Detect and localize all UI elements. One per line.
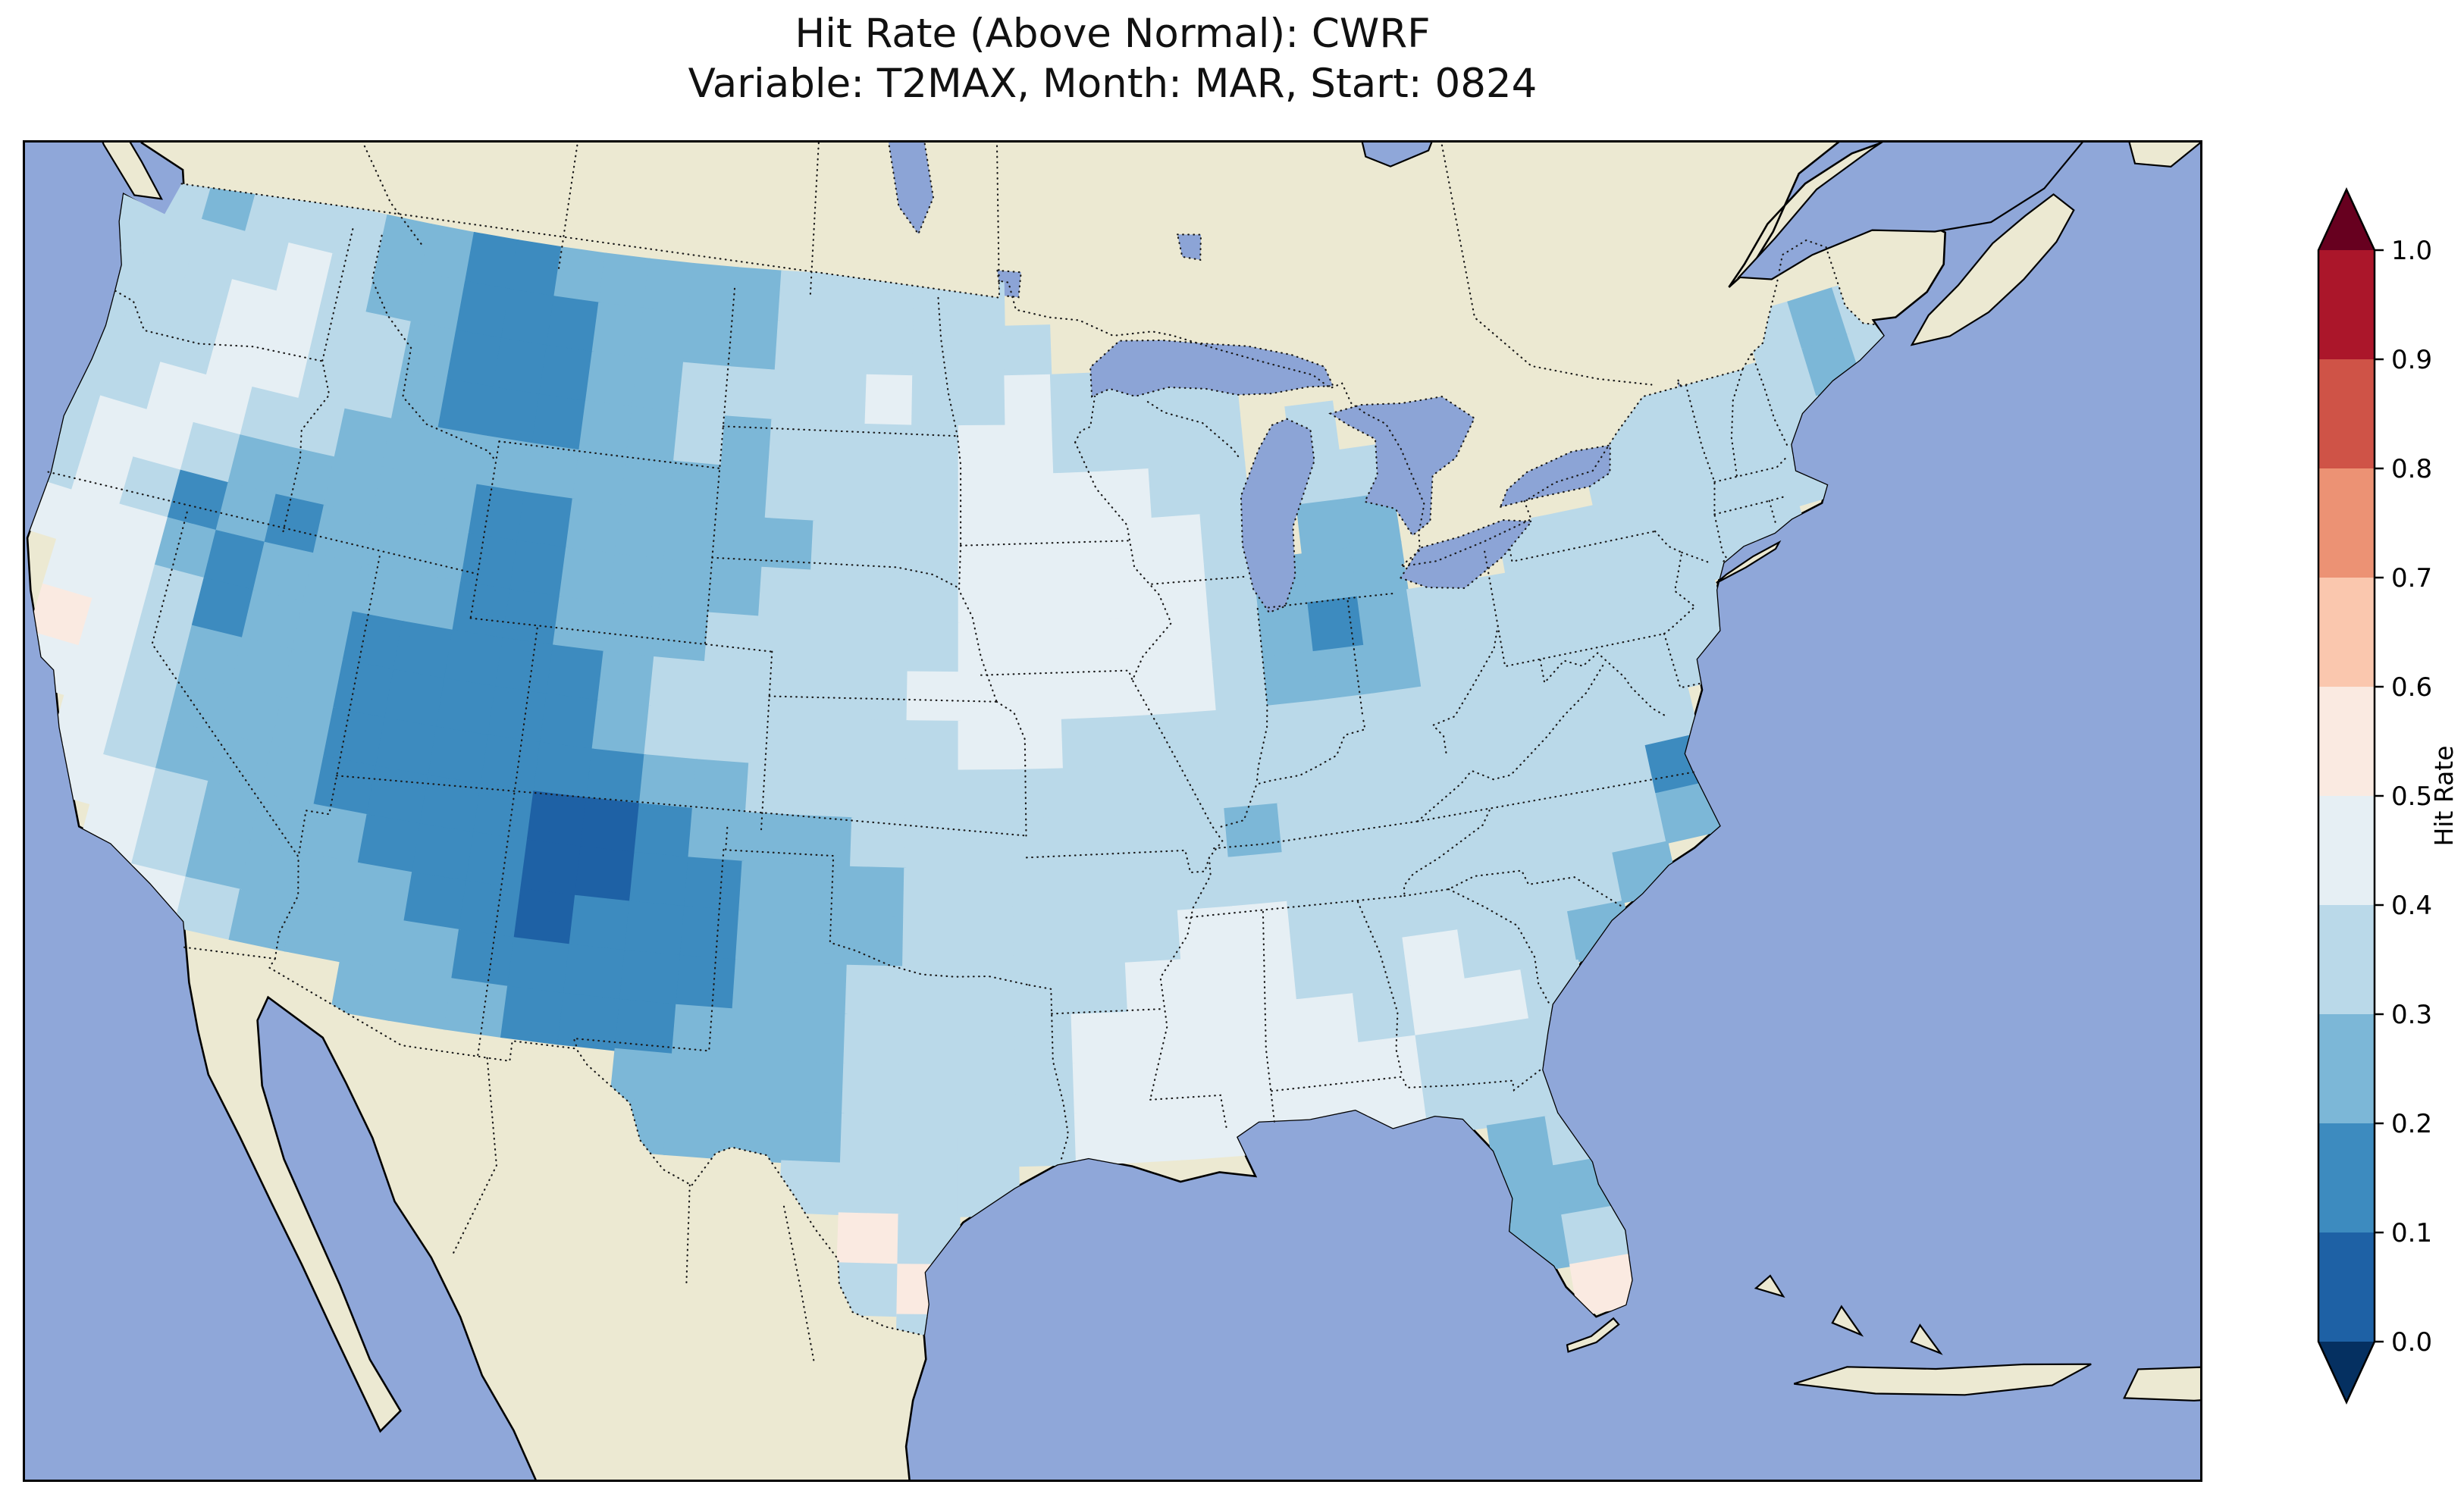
country-borders [180,183,1876,1336]
island [1716,540,1782,584]
great-lakes [1089,339,1611,614]
island [1831,1305,1864,1337]
colorbar-segment [2318,1232,2375,1342]
figure-header: Hit Rate (Above Normal): CWRF Variable: … [23,9,2202,109]
colorbar-tick-label: 0.2 [2391,1109,2432,1139]
map-canvas [23,140,2202,1482]
colorbar-segment [2318,250,2375,359]
james-bay [1361,140,1434,168]
colorbar-tick-label: 0.5 [2391,781,2432,812]
colorbar-canvas: 1.0 0.9 0.8 0.7 0.6 0.5 0.4 0.3 0.2 0.1 0.0 Hit Rat… [2317,187,2459,1405]
colorbar-tick-label: 0.3 [2391,1000,2432,1030]
colorbar-over-arrow [2318,189,2375,250]
figure-subtitle: Variable: T2MAX, Month: MAR, Start: 0824 [688,61,1538,107]
island [1793,1363,2092,1396]
colorbar-tick-label: 0.8 [2391,454,2432,484]
gulf-of-st-lawrence [1737,140,2086,280]
colorbar-tick-label: 0.1 [2391,1218,2432,1248]
colorbar-under-arrow [2318,1342,2375,1402]
us-hit-rate-map [23,140,2202,1482]
colorbar-axis-label: Hit Rate [2429,745,2459,846]
island [1910,1323,1943,1355]
hit-rate-grid [27,183,1884,1336]
colorbar-segment [2318,1123,2375,1232]
colorbar-tick-label: 0.4 [2391,891,2432,921]
colorbar-segment [2318,796,2375,905]
colorbar-tick-label: 0.0 [2391,1327,2432,1358]
colorbar-segment [2318,687,2375,796]
colorbar-tick-label: 0.7 [2391,563,2432,594]
colorbar-tick-label: 1.0 [2391,236,2432,266]
colorbar-segment [2318,468,2375,578]
island [1910,193,2075,346]
hit-rate-colorbar: 1.0 0.9 0.8 0.7 0.6 0.5 0.4 0.3 0.2 0.1 0.0 Hit Rat… [2297,182,2464,1455]
colorbar-segment [2318,1014,2375,1123]
island [2127,140,2202,168]
colorbar-tick-label: 0.9 [2391,345,2432,375]
map-frame [23,140,2202,1482]
colorbar-segment [2318,905,2375,1014]
island [2123,1366,2202,1402]
colorbar-segment [2318,359,2375,468]
colorbar-segment [2318,578,2375,687]
state-borders [47,140,1788,1362]
island [1566,1317,1620,1353]
colorbar-tick-label: 0.6 [2391,672,2432,703]
island [101,140,163,200]
island [1754,1274,1785,1298]
figure-title: Hit Rate (Above Normal): CWRF [795,11,1431,57]
